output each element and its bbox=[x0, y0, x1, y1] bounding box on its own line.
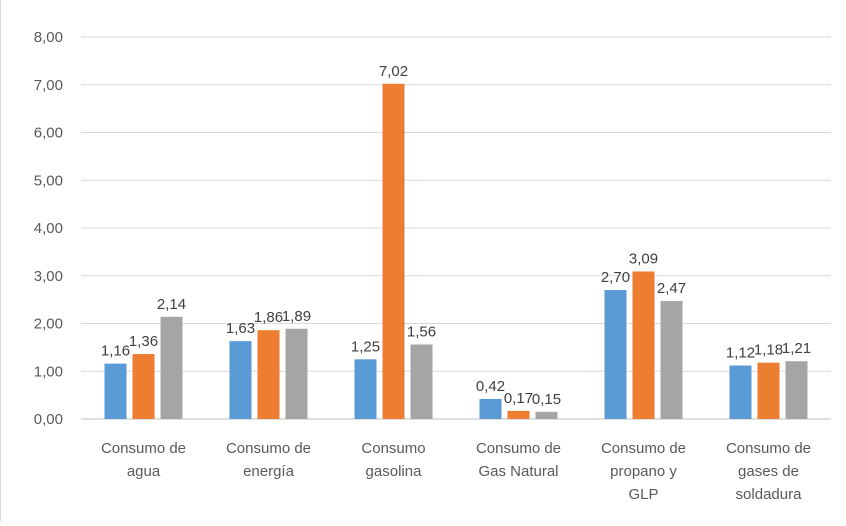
data-label: 3,09 bbox=[629, 250, 658, 267]
gridlines bbox=[81, 36, 831, 420]
y-tick-label: 7,00 bbox=[34, 77, 63, 94]
data-label: 1,63 bbox=[226, 320, 255, 337]
x-category-label: gases de bbox=[738, 463, 799, 480]
data-labels: 1,161,36 2,14 1,631,861,89 1,25 7,02 1,56 0,42… bbox=[101, 63, 811, 408]
bar bbox=[507, 410, 530, 419]
data-label: 0,15 bbox=[532, 391, 561, 408]
data-label: 1,56 bbox=[407, 324, 436, 341]
x-category-label: Consumo bbox=[361, 440, 425, 457]
data-label: 0,42 bbox=[476, 378, 505, 395]
bar bbox=[535, 411, 558, 419]
x-category-label: gasolina bbox=[366, 463, 423, 480]
bar bbox=[604, 290, 627, 419]
data-label: 2,14 bbox=[157, 296, 186, 313]
data-label: 1,36 bbox=[129, 333, 158, 350]
data-label: 1,89 bbox=[282, 308, 311, 325]
y-tick-label: 8,00 bbox=[34, 29, 63, 46]
x-category-label: Consumo de bbox=[226, 440, 311, 457]
x-axis-category-labels: Consumo de agua Consumo de energía Consumo ga… bbox=[101, 440, 811, 503]
bar bbox=[354, 359, 377, 419]
bar bbox=[785, 361, 808, 419]
bar bbox=[229, 341, 252, 419]
y-tick-label: 2,00 bbox=[34, 316, 63, 333]
bar bbox=[632, 271, 655, 419]
bar bbox=[160, 316, 183, 419]
y-axis-tick-labels: 0,00 1,00 2,00 3,00 4,00 5,00 6,00 7,00 8,00 bbox=[34, 29, 63, 428]
bar bbox=[382, 83, 405, 420]
x-category-label: Consumo de bbox=[726, 440, 811, 457]
data-label: 0,17 bbox=[504, 390, 533, 407]
data-label: 1,16 bbox=[101, 343, 130, 360]
bar bbox=[660, 301, 683, 419]
data-label: 7,02 bbox=[379, 63, 408, 80]
x-category-label: Gas Natural bbox=[478, 463, 558, 480]
x-category-label: agua bbox=[127, 463, 161, 480]
bar bbox=[757, 362, 780, 419]
bar bbox=[132, 354, 155, 419]
x-category-label: GLP bbox=[628, 486, 658, 503]
x-category-label: energía bbox=[243, 463, 295, 480]
x-category-label: Consumo de bbox=[476, 440, 561, 457]
x-category-label: Consumo de bbox=[601, 440, 686, 457]
y-tick-label: 5,00 bbox=[34, 172, 63, 189]
data-label: 1,25 bbox=[351, 338, 380, 355]
data-label: 1,86 bbox=[254, 309, 283, 326]
bar bbox=[729, 365, 752, 419]
x-category-label: soldadura bbox=[736, 486, 803, 503]
y-tick-label: 0,00 bbox=[34, 411, 63, 428]
data-label: 2,70 bbox=[601, 269, 630, 286]
y-tick-label: 6,00 bbox=[34, 125, 63, 142]
x-category-label: Consumo de bbox=[101, 440, 186, 457]
bars bbox=[104, 83, 808, 420]
bar bbox=[285, 328, 308, 419]
data-label: 1,18 bbox=[754, 342, 783, 359]
bar bbox=[479, 398, 502, 419]
bar bbox=[104, 363, 127, 419]
bar bbox=[257, 330, 280, 419]
y-tick-label: 4,00 bbox=[34, 220, 63, 237]
data-label: 1,21 bbox=[782, 340, 811, 357]
data-label: 2,47 bbox=[657, 280, 686, 297]
y-tick-label: 1,00 bbox=[34, 363, 63, 380]
x-category-label: propano y bbox=[610, 463, 677, 480]
bar bbox=[410, 344, 433, 419]
data-label: 1,12 bbox=[726, 345, 755, 362]
y-tick-label: 3,00 bbox=[34, 268, 63, 285]
